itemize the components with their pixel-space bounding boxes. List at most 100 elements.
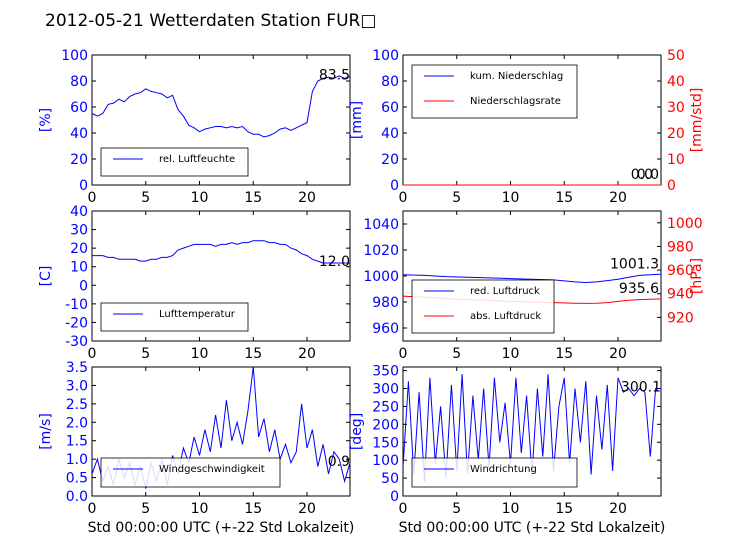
legend: red. Luftdruck abs. Luftdruck: [411, 279, 555, 334]
x-tick-label: 5: [141, 501, 150, 517]
legend-box: [100, 302, 249, 332]
y-tick-label: 50: [381, 471, 399, 487]
legend-entry-1: Lufttemperatur: [159, 309, 236, 320]
y-tick-label: 80: [70, 74, 88, 90]
y-tick-label: 60: [381, 100, 399, 116]
x-tick-label: 5: [141, 346, 150, 362]
legend-entry-1: red. Luftdruck: [470, 286, 540, 297]
y2-tick-label: 960: [667, 263, 694, 279]
x-tick-label: 5: [452, 346, 461, 362]
y-tick-label: 1.5: [66, 434, 88, 450]
x-tick-label: 0: [399, 501, 408, 517]
y-tick-label: 20: [70, 241, 88, 257]
x-tick-label: 0: [399, 346, 408, 362]
legend-box: [411, 457, 578, 488]
y-axis-label: [m/s]: [38, 413, 54, 450]
y-tick-label: 200: [372, 417, 399, 433]
y-tick-label: 150: [372, 435, 399, 451]
x-tick-label: 10: [191, 346, 209, 362]
y-tick-label: 1000: [363, 269, 399, 285]
y-tick-label: 0.0: [66, 489, 88, 505]
x-tick-label: 0: [88, 190, 97, 206]
x-tick-label: 15: [555, 190, 573, 206]
y-tick-label: 300: [372, 382, 399, 398]
x-tick-label: 10: [502, 346, 520, 362]
y-tick-label: 960: [372, 321, 399, 337]
legend-box: [411, 64, 578, 119]
x-tick-label: 20: [609, 346, 627, 362]
legend-box: [411, 279, 555, 334]
y2-axis-label: [mm/std]: [689, 88, 705, 153]
legend-entry-2: Niederschlagsrate: [470, 96, 561, 107]
legend-entry-1: Windrichtung: [470, 464, 537, 475]
legend-entry-2: abs. Luftdruck: [470, 311, 541, 322]
series-line-1: [92, 240, 350, 264]
y-tick-label: 2.0: [66, 415, 88, 431]
y-tick-label: 0: [79, 178, 88, 194]
y-tick-label: 100: [372, 48, 399, 64]
y-axis-label: [mm]: [349, 101, 365, 139]
x-tick-label: 20: [298, 346, 316, 362]
panel-2: 0 5 10 15 20 0 20 40 60 80 100 0 10 20 30 40 50 [mm] [mm/s…: [349, 48, 705, 206]
y-tick-label: 20: [381, 152, 399, 168]
y2-tick-label: 0: [667, 178, 676, 194]
x-tick-label: 20: [298, 501, 316, 517]
x-tick-label: 0: [399, 190, 408, 206]
y-axis-label: [deg]: [349, 413, 365, 450]
y-tick-label: 40: [381, 126, 399, 142]
legend: Lufttemperatur: [100, 302, 249, 332]
legend: Windrichtung: [411, 457, 578, 488]
series-line-1: [91, 75, 351, 138]
y-tick-label: 3.5: [66, 360, 88, 376]
x-tick-label: 10: [502, 501, 520, 517]
legend: Windgeschwindigkeit: [100, 457, 281, 488]
x-tick-label: 10: [191, 190, 209, 206]
y-tick-label: 100: [61, 48, 88, 64]
last-value-label-1: 0.0: [637, 167, 659, 183]
x-tick-label: 10: [191, 501, 209, 517]
legend-box: [100, 457, 281, 488]
panel-1: 0 5 10 15 20 0 20 40 60 80 100 [%] rel. Luftfeuchte 8…: [38, 48, 351, 206]
y2-tick-label: 30: [667, 100, 685, 116]
y2-tick-label: 20: [667, 126, 685, 142]
y-tick-label: 1040: [363, 217, 399, 233]
legend-box: [100, 147, 249, 177]
y-tick-label: 350: [372, 364, 399, 380]
y-tick-label: 40: [70, 204, 88, 220]
y2-tick-label: 1000: [667, 216, 703, 232]
y-axis-label: [C]: [38, 266, 54, 287]
x-tick-label: 0: [88, 346, 97, 362]
panel-3: 0 5 10 15 20 -30 -20 -10 0 10 20 30 40 [C] Lufttempera…: [38, 204, 351, 362]
y-tick-label: 0: [390, 178, 399, 194]
x-tick-label: 20: [298, 190, 316, 206]
x-axis-label: Std 00:00:00 UTC (+-22 Std Lokalzeit): [88, 520, 355, 536]
x-tick-label: 15: [244, 190, 262, 206]
legend-entry-1: rel. Luftfeuchte: [159, 154, 235, 165]
x-tick-label: 10: [502, 190, 520, 206]
y-tick-label: 20: [70, 152, 88, 168]
x-tick-label: 5: [452, 190, 461, 206]
y2-tick-label: 50: [667, 48, 685, 64]
x-tick-label: 5: [141, 190, 150, 206]
x-tick-label: 20: [609, 190, 627, 206]
x-tick-label: 0: [88, 501, 97, 517]
y2-tick-label: 40: [667, 74, 685, 90]
legend-entry-1: kum. Niederschlag: [470, 71, 563, 82]
y2-tick-label: 980: [667, 239, 694, 255]
legend: kum. Niederschlag Niederschlagsrate: [411, 64, 578, 119]
y2-tick-label: 10: [667, 152, 685, 168]
y-axis-label: [%]: [38, 108, 54, 132]
last-value-label: 83.5: [319, 67, 350, 83]
y-tick-label: 2.5: [66, 397, 88, 413]
y-tick-label: 0.5: [66, 471, 88, 487]
panel-4: 0 5 10 15 20 960 980 1000 1020 1040 920 940 960 980 10…: [363, 210, 705, 362]
y-tick-label: 250: [372, 399, 399, 415]
panel-5: 0 5 10 15 20 0.0 0.5 1.0 1.5 2.0 2.5 3.0 3.5 [m/s] Std…: [38, 360, 354, 536]
y-tick-label: 0: [79, 278, 88, 294]
y-tick-label: 30: [70, 223, 88, 239]
last-value-label-2: 0.0: [631, 167, 653, 183]
y-tick-label: -30: [65, 334, 88, 350]
y-tick-label: 100: [372, 453, 399, 469]
x-tick-label: 15: [244, 501, 262, 517]
